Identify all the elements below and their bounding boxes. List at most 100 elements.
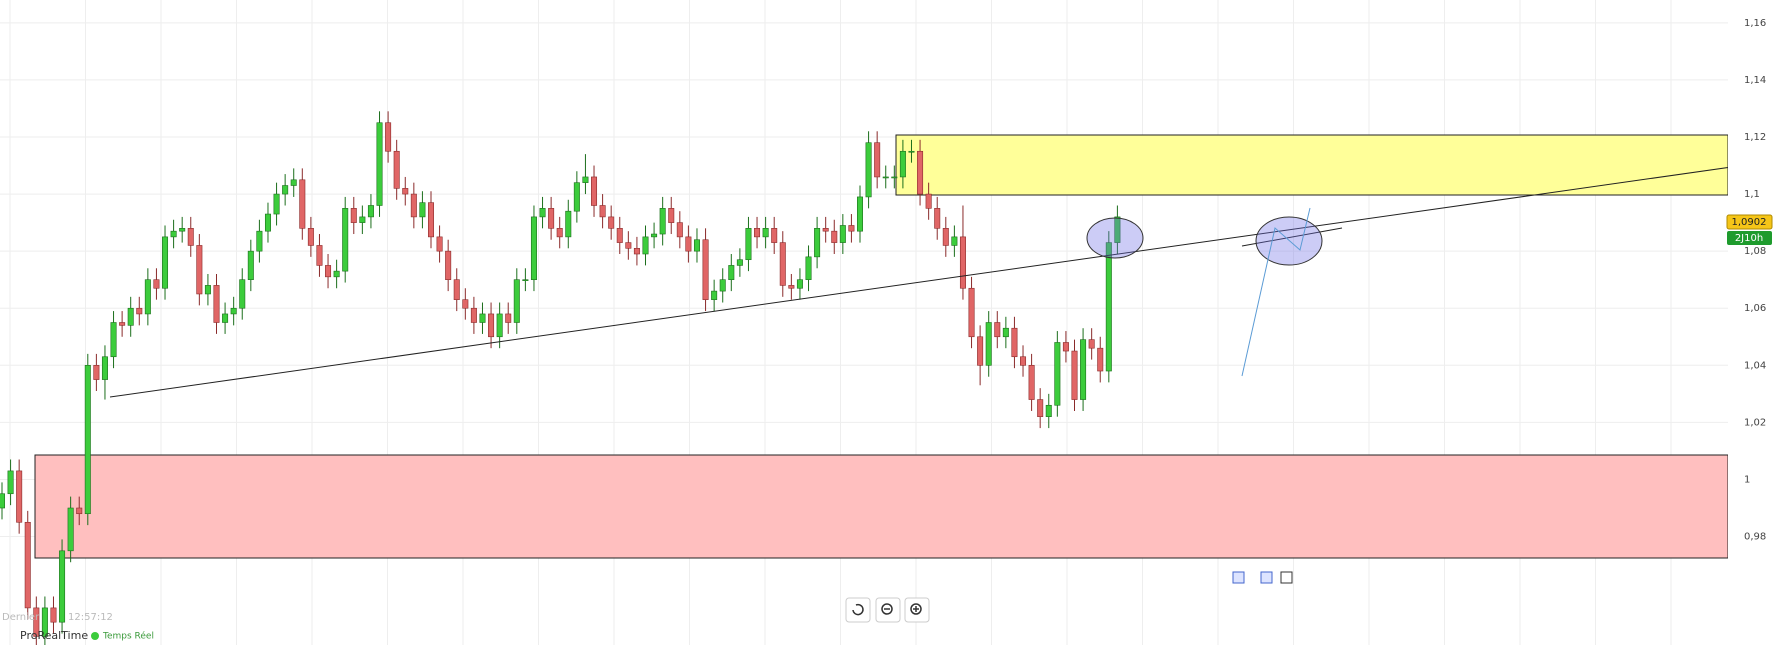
candle-body	[771, 228, 778, 243]
candle-body	[796, 279, 803, 289]
candle-body	[1097, 347, 1104, 372]
y-tick-label: 1,14	[1744, 75, 1766, 86]
candle-body	[779, 242, 786, 286]
candle-body	[16, 470, 23, 523]
candle-body	[539, 208, 546, 218]
candle-body	[93, 365, 100, 380]
zoom-out-icon	[881, 603, 893, 615]
candle-body	[350, 208, 357, 223]
last-label: Dernier	[2, 612, 40, 623]
candle-body	[951, 236, 958, 246]
candle-body	[239, 279, 246, 309]
candle-body	[762, 228, 769, 238]
candle-body	[968, 287, 975, 338]
y-tick-label: 1,08	[1744, 246, 1766, 257]
candle-body	[127, 307, 134, 326]
zoom-in-icon	[910, 603, 922, 615]
candle-body	[848, 225, 855, 232]
candle-body	[599, 205, 606, 218]
trend-line	[109, 159, 1781, 398]
candle-body	[728, 265, 735, 280]
info-icon[interactable]	[1280, 571, 1293, 584]
resistance-zone	[895, 134, 1729, 196]
y-tick-label: 1,06	[1744, 303, 1766, 314]
candle-body	[1080, 339, 1087, 400]
candle-body	[333, 270, 340, 278]
candle-body	[608, 216, 615, 229]
candle-body	[959, 236, 966, 289]
candle-body	[273, 193, 280, 215]
candle-body	[994, 322, 1001, 338]
candle-body	[908, 150, 915, 153]
candle-body	[222, 313, 229, 323]
y-tick-label: 1,16	[1744, 18, 1766, 29]
candle-body	[891, 176, 898, 179]
candle-body	[230, 307, 237, 315]
last-price-box	[1726, 214, 1773, 230]
countdown: 2J10h	[1735, 233, 1763, 244]
candle-body	[290, 179, 297, 186]
candle-body	[505, 313, 512, 323]
zoom-in-button[interactable]	[904, 597, 930, 623]
candle-body	[419, 202, 426, 218]
candle-body	[882, 176, 889, 179]
y-tick-label: 1,04	[1744, 360, 1766, 371]
candle-body	[685, 236, 692, 252]
candle-body	[410, 193, 417, 218]
candle-body	[359, 216, 366, 223]
candle-body	[573, 182, 580, 212]
candle-body	[865, 142, 872, 198]
candle-body	[565, 210, 572, 238]
candle-body	[247, 250, 254, 280]
candle-body	[711, 290, 718, 300]
candle-body	[385, 122, 392, 152]
candle-body	[1011, 327, 1018, 358]
highlight-ellipse	[1086, 217, 1144, 259]
candle-body	[591, 176, 598, 206]
status-dot	[91, 632, 99, 640]
candle-body	[676, 222, 683, 238]
candle-body	[917, 150, 924, 195]
last-price: 1,0902	[1732, 217, 1767, 228]
brand: ProRealTime	[20, 629, 88, 642]
candle-body	[7, 470, 14, 495]
y-tick-label: 1	[1744, 474, 1750, 485]
candle-body	[299, 179, 306, 229]
candle-body	[814, 228, 821, 258]
candle-body	[754, 228, 761, 238]
candle-body	[110, 322, 117, 358]
news-icon[interactable]	[1260, 571, 1273, 584]
zoom-controls	[845, 597, 930, 623]
candle-body	[488, 313, 495, 338]
candle-body	[144, 279, 151, 315]
candle-body	[1088, 339, 1095, 349]
candles	[0, 111, 1121, 645]
news-icon[interactable]	[1232, 571, 1245, 584]
candle-body	[719, 279, 726, 292]
candle-body	[41, 607, 48, 637]
candle-body	[668, 208, 675, 223]
candle-body	[162, 236, 169, 289]
last-time: 12:57:12	[68, 612, 113, 623]
axis-labels: 0,98 1 1,02 1,04 1,06 1,08 1,1 1,12 1,14 1,16	[1744, 18, 1766, 543]
candle-body	[736, 259, 743, 266]
candle-body	[153, 279, 160, 289]
candle-body	[745, 228, 752, 261]
candle-body	[1054, 342, 1061, 406]
candle-body	[213, 285, 220, 323]
reset-button[interactable]	[845, 597, 871, 623]
candle-body	[1045, 404, 1052, 417]
candle-body	[59, 550, 66, 623]
candle-body	[170, 230, 177, 238]
zoom-out-button[interactable]	[875, 597, 901, 623]
candle-body	[985, 322, 992, 366]
y-tick-label: 1,1	[1744, 189, 1760, 200]
candle-body	[0, 493, 6, 509]
candle-body	[977, 336, 984, 366]
event-icons	[1232, 571, 1293, 584]
candle-body	[839, 225, 846, 243]
candle-body	[702, 239, 709, 300]
candle-body	[496, 313, 503, 338]
candle-body	[196, 245, 203, 295]
